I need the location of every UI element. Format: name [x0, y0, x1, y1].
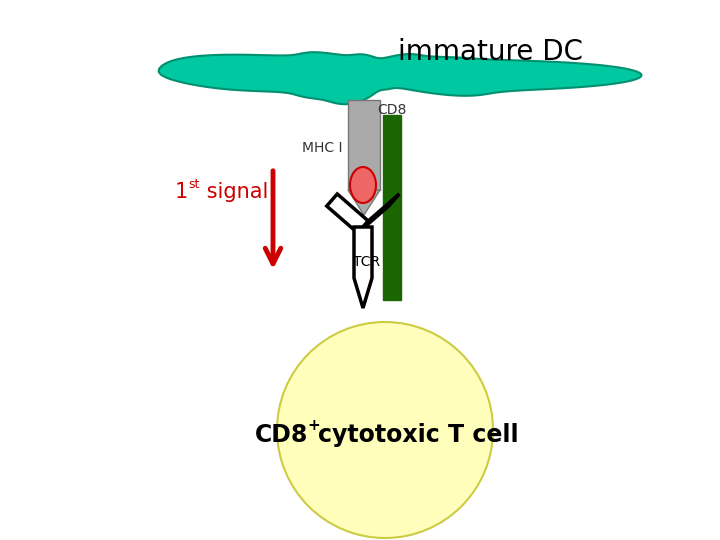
Bar: [383, 115, 401, 300]
Polygon shape: [327, 194, 368, 233]
Text: TCR: TCR: [354, 255, 381, 269]
Ellipse shape: [350, 167, 376, 203]
Polygon shape: [354, 227, 372, 308]
Text: immature DC: immature DC: [397, 38, 582, 66]
Polygon shape: [348, 190, 380, 215]
Circle shape: [277, 322, 493, 538]
Text: signal: signal: [200, 182, 269, 202]
Text: CD8: CD8: [377, 103, 407, 117]
Text: 1: 1: [175, 182, 188, 202]
Text: CD8: CD8: [255, 423, 308, 447]
Text: st: st: [188, 179, 199, 192]
Bar: [348, 100, 380, 190]
Text: cytotoxic T cell: cytotoxic T cell: [318, 423, 518, 447]
Polygon shape: [158, 52, 642, 104]
Text: MHC I: MHC I: [302, 141, 343, 155]
Polygon shape: [358, 194, 400, 233]
Text: +: +: [307, 417, 320, 433]
